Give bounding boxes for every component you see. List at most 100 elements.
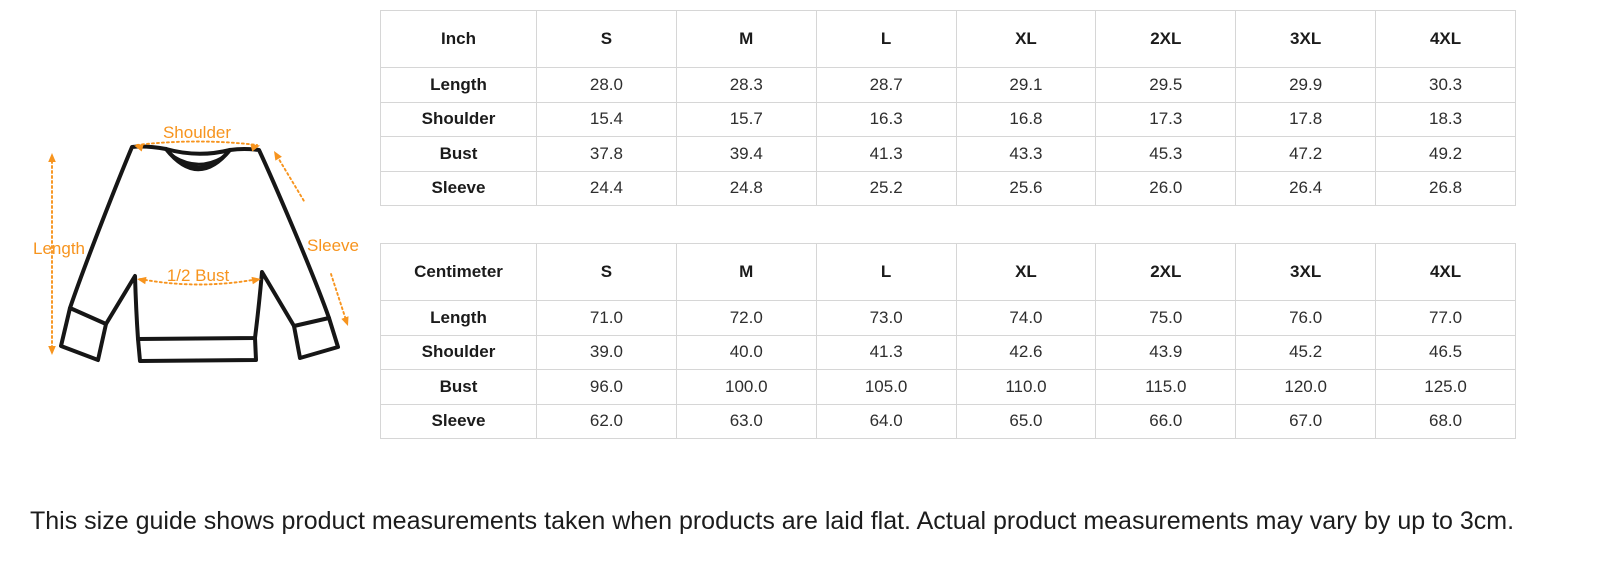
table-row: Sleeve 24.4 24.8 25.2 25.6 26.0 26.4 26.8 xyxy=(380,170,1516,206)
value-cell: 25.6 xyxy=(955,170,1097,206)
value-cell: 16.3 xyxy=(815,101,957,137)
value-cell: 77.0 xyxy=(1375,300,1516,336)
value-cell: 74.0 xyxy=(955,300,1097,336)
size-header-cell: 2XL xyxy=(1095,243,1237,301)
value-cell: 43.3 xyxy=(955,136,1097,172)
value-cell: 29.5 xyxy=(1095,67,1237,103)
value-cell: 26.4 xyxy=(1235,170,1377,206)
table-row: Shoulder 39.0 40.0 41.3 42.6 43.9 45.2 46.5 xyxy=(380,334,1516,370)
value-cell: 75.0 xyxy=(1095,300,1237,336)
sweater-outline-drawing xyxy=(59,144,340,363)
row-label-cell: Sleeve xyxy=(380,403,537,439)
value-cell: 65.0 xyxy=(955,403,1097,439)
sleeve-arrow-line-lower xyxy=(330,273,347,321)
table-header-row: Inch S M L XL 2XL 3XL 4XL xyxy=(380,10,1516,68)
value-cell: 100.0 xyxy=(675,369,817,405)
sleeve-arrowhead-top xyxy=(274,151,282,161)
shoulder-arrowhead-right xyxy=(250,144,260,152)
value-cell: 25.2 xyxy=(815,170,957,206)
shoulder-label: Shoulder xyxy=(163,123,231,142)
value-cell: 67.0 xyxy=(1235,403,1377,439)
size-header-cell: M xyxy=(675,243,817,301)
value-cell: 49.2 xyxy=(1375,136,1516,172)
length-arrowhead-bottom xyxy=(48,346,56,355)
row-label-cell: Bust xyxy=(380,369,537,405)
value-cell: 17.8 xyxy=(1235,101,1377,137)
size-table-inch: Inch S M L XL 2XL 3XL 4XL Length 28.0 28.3 28.7 29.1… xyxy=(380,10,1516,206)
value-cell: 39.0 xyxy=(536,334,677,370)
value-cell: 37.8 xyxy=(536,136,677,172)
length-arrowhead-top xyxy=(48,153,56,162)
size-header-cell: S xyxy=(536,243,677,301)
table-row: Length 28.0 28.3 28.7 29.1 29.5 29.9 30.3 xyxy=(380,67,1516,103)
value-cell: 41.3 xyxy=(815,334,957,370)
length-label: Length xyxy=(33,239,85,258)
value-cell: 120.0 xyxy=(1235,369,1377,405)
value-cell: 28.0 xyxy=(536,67,677,103)
bust-arrowhead-left xyxy=(137,276,147,285)
value-cell: 47.2 xyxy=(1235,136,1377,172)
value-cell: 26.8 xyxy=(1375,170,1516,206)
table-row: Sleeve 62.0 63.0 64.0 65.0 66.0 67.0 68.0 xyxy=(380,403,1516,439)
size-header-cell: XL xyxy=(955,243,1097,301)
sleeve-arrow-line-upper xyxy=(276,155,305,202)
value-cell: 73.0 xyxy=(815,300,957,336)
value-cell: 72.0 xyxy=(675,300,817,336)
measurement-annotations: Shoulder Length Sleeve 1/2 Bust xyxy=(33,123,359,355)
size-header-cell: XL xyxy=(955,10,1097,68)
size-table-centimeter: Centimeter S M L XL 2XL 3XL 4XL Length 71.0 72.0 73… xyxy=(380,243,1516,439)
size-header-cell: S xyxy=(536,10,677,68)
table-row: Shoulder 15.4 15.7 16.3 16.8 17.3 17.8 18.3 xyxy=(380,101,1516,137)
shoulder-arrow-line xyxy=(136,140,258,146)
value-cell: 43.9 xyxy=(1095,334,1237,370)
value-cell: 62.0 xyxy=(536,403,677,439)
table-row: Bust 37.8 39.4 41.3 43.3 45.3 47.2 49.2 xyxy=(380,136,1516,172)
row-label-cell: Length xyxy=(380,67,537,103)
value-cell: 125.0 xyxy=(1375,369,1516,405)
row-label-cell: Bust xyxy=(380,136,537,172)
value-cell: 105.0 xyxy=(815,369,957,405)
row-label-cell: Shoulder xyxy=(380,334,537,370)
value-cell: 26.0 xyxy=(1095,170,1237,206)
value-cell: 18.3 xyxy=(1375,101,1516,137)
value-cell: 24.8 xyxy=(675,170,817,206)
value-cell: 28.7 xyxy=(815,67,957,103)
size-header-cell: 4XL xyxy=(1375,243,1516,301)
value-cell: 29.9 xyxy=(1235,67,1377,103)
value-cell: 64.0 xyxy=(815,403,957,439)
table-header-row: Centimeter S M L XL 2XL 3XL 4XL xyxy=(380,243,1516,301)
value-cell: 42.6 xyxy=(955,334,1097,370)
row-label-cell: Sleeve xyxy=(380,170,537,206)
value-cell: 16.8 xyxy=(955,101,1097,137)
size-header-cell: L xyxy=(815,10,957,68)
size-tables: Inch S M L XL 2XL 3XL 4XL Length 28.0 28.3 28.7 29.1… xyxy=(380,10,1516,439)
value-cell: 40.0 xyxy=(675,334,817,370)
row-label-cell: Length xyxy=(380,300,537,336)
value-cell: 115.0 xyxy=(1095,369,1237,405)
bust-arrow-line xyxy=(139,278,259,286)
value-cell: 96.0 xyxy=(536,369,677,405)
value-cell: 41.3 xyxy=(815,136,957,172)
value-cell: 68.0 xyxy=(1375,403,1516,439)
row-label-cell: Shoulder xyxy=(380,101,537,137)
value-cell: 66.0 xyxy=(1095,403,1237,439)
sleeve-arrowhead-bottom xyxy=(341,316,349,326)
sweater-measurement-diagram: Shoulder Length Sleeve 1/2 Bust xyxy=(33,123,359,363)
value-cell: 30.3 xyxy=(1375,67,1516,103)
value-cell: 76.0 xyxy=(1235,300,1377,336)
value-cell: 45.3 xyxy=(1095,136,1237,172)
size-header-cell: 4XL xyxy=(1375,10,1516,68)
size-header-cell: 2XL xyxy=(1095,10,1237,68)
value-cell: 71.0 xyxy=(536,300,677,336)
value-cell: 28.3 xyxy=(675,67,817,103)
value-cell: 15.4 xyxy=(536,101,677,137)
value-cell: 110.0 xyxy=(955,369,1097,405)
table-row: Bust 96.0 100.0 105.0 110.0 115.0 120.0 125.0 xyxy=(380,369,1516,405)
half-bust-label: 1/2 Bust xyxy=(167,266,230,285)
value-cell: 46.5 xyxy=(1375,334,1516,370)
table-row: Length 71.0 72.0 73.0 74.0 75.0 76.0 77.0 xyxy=(380,300,1516,336)
unit-header-cell: Inch xyxy=(380,10,537,68)
value-cell: 45.2 xyxy=(1235,334,1377,370)
unit-header-cell: Centimeter xyxy=(380,243,537,301)
